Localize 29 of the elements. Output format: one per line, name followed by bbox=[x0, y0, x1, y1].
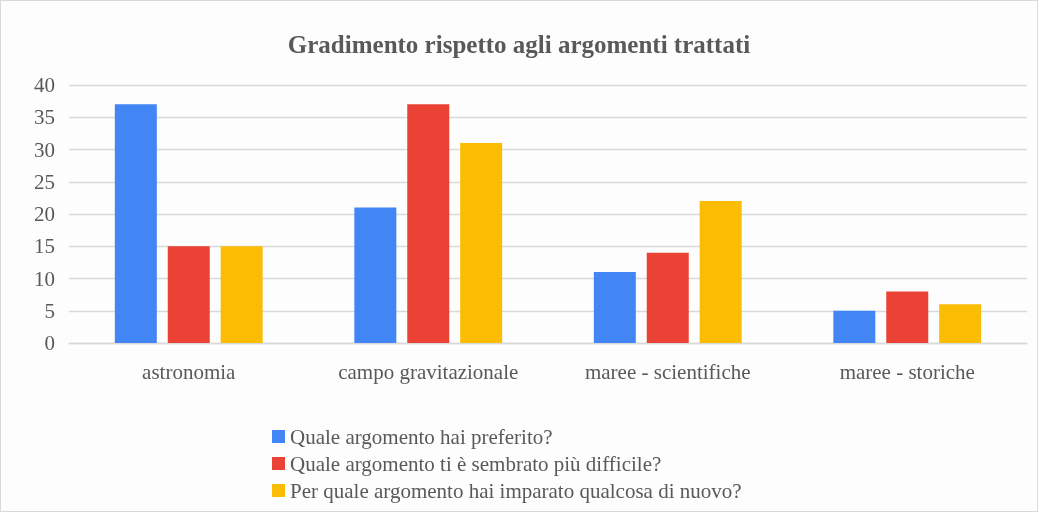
y-tick-label: 10 bbox=[34, 266, 55, 291]
y-tick-label: 35 bbox=[34, 105, 55, 130]
bar bbox=[407, 104, 450, 343]
y-tick-label: 0 bbox=[44, 331, 55, 355]
chart-title: Gradimento rispetto agli argomenti trattati bbox=[287, 31, 751, 58]
bar bbox=[354, 207, 397, 343]
y-tick-label: 5 bbox=[44, 298, 55, 323]
x-tick-label: astronomia bbox=[142, 359, 237, 384]
y-tick-label: 25 bbox=[34, 169, 55, 194]
bar bbox=[593, 272, 636, 343]
legend-label: Quale argomento ti è sembrato più difficile? bbox=[290, 451, 662, 476]
bar bbox=[460, 143, 503, 343]
bar bbox=[220, 246, 263, 343]
x-tick-label: campo gravitazionale bbox=[338, 359, 519, 384]
y-tick-label: 40 bbox=[34, 73, 55, 97]
bar bbox=[833, 310, 876, 343]
legend-label: Quale argomento hai preferito? bbox=[290, 424, 553, 449]
bar bbox=[699, 201, 742, 343]
y-tick-label: 20 bbox=[34, 202, 55, 226]
bar bbox=[114, 104, 157, 343]
bar bbox=[939, 304, 982, 343]
bar bbox=[167, 246, 210, 343]
bar bbox=[886, 291, 929, 343]
legend-label: Per quale argomento hai imparato qualcosa di nuovo? bbox=[290, 478, 742, 503]
x-tick-label: maree - scientifiche bbox=[584, 359, 751, 384]
y-tick-label: 30 bbox=[34, 137, 55, 162]
y-tick-label: 15 bbox=[34, 234, 55, 259]
bar bbox=[646, 252, 689, 343]
x-tick-label: maree - storiche bbox=[839, 359, 975, 384]
